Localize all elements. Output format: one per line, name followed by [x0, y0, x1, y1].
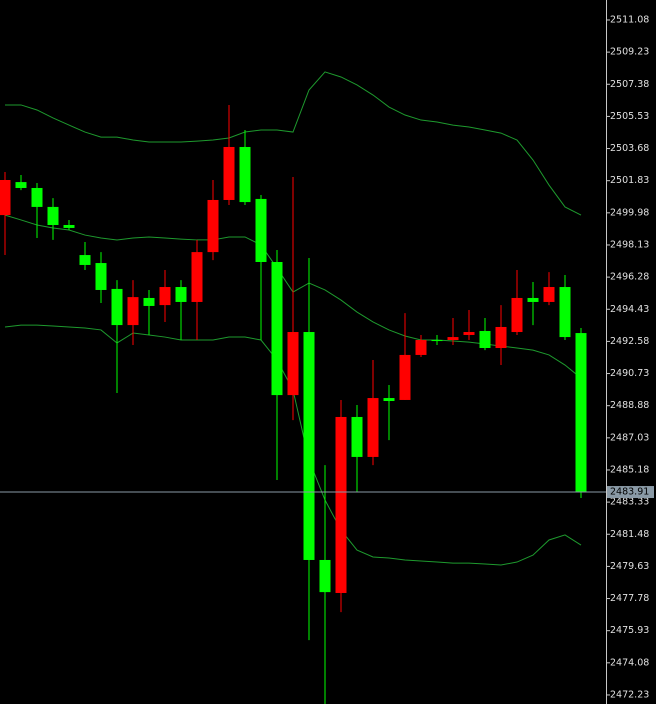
candle-body [559, 287, 571, 338]
y-tick-label: 2507.38 [610, 79, 649, 90]
candle-body [335, 416, 347, 593]
y-tick-label: 2485.18 [610, 464, 649, 475]
candle-body [415, 340, 427, 355]
band-line [5, 71, 582, 216]
last-price-label: 2483.91 [610, 487, 649, 498]
candle-body [47, 206, 59, 225]
y-tick-label: 2494.43 [610, 304, 649, 315]
candle-body [399, 354, 411, 400]
candle-body [143, 297, 155, 306]
y-tick-label: 2483.33 [610, 497, 649, 508]
candle-body [271, 262, 283, 396]
candle-body [383, 398, 395, 401]
y-tick-label: 2509.23 [610, 47, 649, 58]
candle-body [159, 287, 171, 306]
y-tick-label: 2487.03 [610, 432, 649, 443]
y-tick-label: 2505.53 [610, 111, 649, 122]
candle-body [447, 337, 459, 341]
candle-body [511, 297, 523, 333]
y-tick-label: 2499.98 [610, 207, 649, 218]
y-tick-label: 2492.58 [610, 336, 649, 347]
candle-body [575, 333, 587, 493]
y-tick-label: 2501.83 [610, 175, 649, 186]
y-tick-label: 2496.28 [610, 272, 649, 283]
candle-body [239, 146, 251, 203]
y-tick-label: 2477.78 [610, 593, 649, 604]
y-tick-label: 2474.08 [610, 657, 649, 668]
y-tick-label: 2481.48 [610, 529, 649, 540]
candle-body [15, 182, 27, 188]
candle-body [0, 179, 11, 216]
candle-body [479, 330, 491, 349]
y-tick-label: 2479.63 [610, 561, 649, 572]
y-tick-label: 2475.93 [610, 625, 649, 636]
candle-body [543, 287, 555, 302]
candle-body [95, 263, 107, 290]
y-tick-label: 2490.73 [610, 368, 649, 379]
candle-body [63, 224, 75, 228]
candle-body [367, 398, 379, 457]
candle-body [31, 187, 43, 207]
y-tick-label: 2511.08 [610, 14, 649, 25]
candle-body [191, 252, 203, 302]
y-tick-label: 2472.23 [610, 689, 649, 700]
candle-body [287, 332, 299, 396]
candle-body [431, 340, 443, 342]
candle-body [463, 332, 475, 335]
candle-body [111, 288, 123, 326]
candle-body [127, 297, 139, 326]
y-tick-label: 2503.68 [610, 143, 649, 154]
candle-body [495, 326, 507, 349]
last-price-box [607, 486, 654, 499]
candle-body [175, 287, 187, 302]
candle-body [351, 416, 363, 457]
candle-body [319, 559, 331, 593]
candle-body [79, 255, 91, 265]
candle-body [223, 146, 235, 200]
candle-body [255, 198, 267, 263]
y-tick-label: 2498.13 [610, 239, 649, 250]
candle-body [303, 332, 315, 560]
candle-body [207, 199, 219, 253]
candle-body [527, 297, 539, 302]
y-tick-label: 2488.88 [610, 400, 649, 411]
